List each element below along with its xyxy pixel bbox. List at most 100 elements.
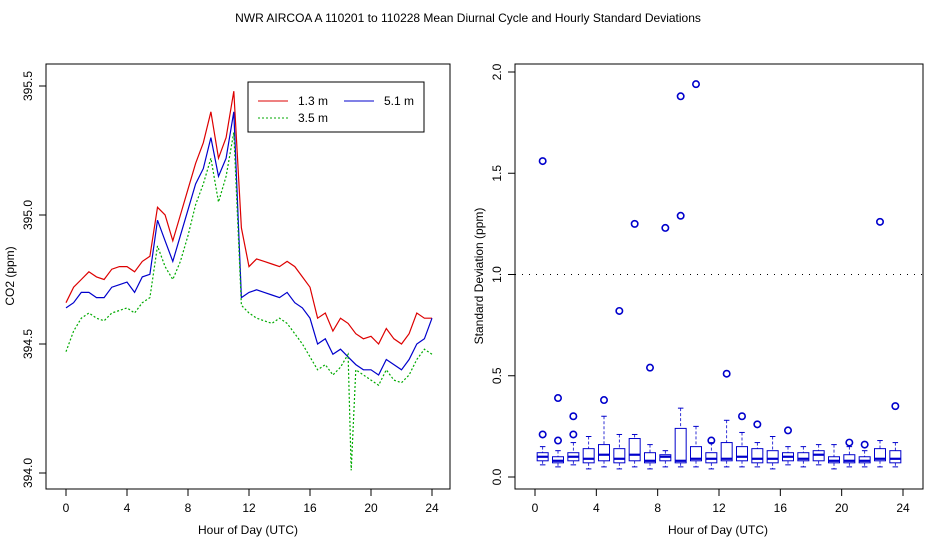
outlier-point	[538, 157, 547, 166]
right-y-tick-label: 0.5	[490, 367, 504, 384]
box-hour	[751, 442, 764, 468]
outlier-point	[860, 440, 869, 449]
left-series	[65, 91, 433, 471]
series-line-3-5-m	[65, 132, 433, 471]
box-body	[766, 450, 779, 464]
left-y-tick-label: 394.5	[21, 329, 35, 359]
left-plot-frame	[45, 63, 451, 490]
right-y-tick-label: 2.0	[490, 63, 504, 80]
box-body	[598, 444, 610, 462]
boxplots	[536, 407, 902, 470]
right-y-axis-label: Standard Deviation (ppm)	[472, 208, 486, 345]
left-x-tick-label: 12	[242, 501, 256, 515]
box-hour	[644, 444, 656, 470]
outlier-point	[783, 426, 792, 435]
left-y-axis-label: CO2 (ppm)	[3, 246, 17, 305]
left-x-axis-label: Hour of Day (UTC)	[198, 523, 298, 537]
box-hour	[843, 446, 856, 468]
box-body	[644, 452, 656, 464]
left-x-ticks: 0 4 8 12 16 20 24	[63, 489, 439, 515]
box-hour	[582, 436, 595, 470]
outliers	[538, 80, 900, 449]
legend-box	[247, 81, 425, 133]
left-x-tick-label: 16	[303, 501, 317, 515]
stddev-boxplot-panel: Hour of Day (UTC) Standard Deviation (pp…	[472, 63, 924, 537]
box-body	[751, 448, 764, 464]
box-hour	[705, 442, 718, 470]
figure-title: NWR AIRCOA A 110201 to 110228 Mean Diurn…	[235, 11, 701, 25]
left-x-tick-label: 8	[185, 501, 192, 515]
right-plot-frame	[514, 63, 924, 490]
outlier-point	[569, 412, 578, 421]
outlier-point	[645, 363, 654, 372]
legend: 1.3 m 5.1 m 3.5 m	[247, 81, 425, 133]
box-hour	[567, 442, 580, 466]
outlier-point	[569, 430, 578, 439]
right-y-tick-label: 0.0	[490, 468, 504, 485]
left-x-tick-label: 24	[425, 501, 439, 515]
outlier-point	[553, 436, 562, 445]
right-x-ticks: 0 4 8 12 16 20 24	[532, 489, 910, 515]
outlier-point	[875, 217, 884, 226]
series-line-5-1-m	[65, 111, 433, 376]
outlier-point	[722, 369, 731, 378]
outlier-point	[845, 438, 854, 447]
right-x-tick-label: 20	[835, 501, 849, 515]
box-hour	[828, 444, 840, 470]
box-body	[690, 446, 702, 462]
box-body	[720, 442, 733, 462]
box-hour	[613, 433, 626, 470]
outlier-point	[891, 402, 900, 411]
box-hour	[598, 415, 610, 468]
left-x-tick-label: 20	[364, 501, 378, 515]
right-y-tick-label: 1.5	[490, 165, 504, 182]
box-body	[613, 448, 626, 464]
outlier-point	[707, 436, 716, 445]
left-x-tick-label: 4	[124, 501, 131, 515]
box-body	[797, 452, 810, 462]
outlier-point	[737, 412, 746, 421]
left-y-tick-label: 395.0	[21, 200, 35, 230]
box-hour	[812, 444, 825, 466]
box-body	[736, 446, 748, 462]
right-x-tick-label: 16	[774, 501, 788, 515]
outlier-point	[630, 219, 639, 228]
legend-label-1-3m: 1.3 m	[298, 94, 328, 108]
box-hour	[889, 442, 902, 468]
box-body	[674, 427, 687, 464]
co2-diurnal-panel: Hour of Day (UTC) CO2 (ppm) 0 4 8 12 16 20 24 …	[3, 63, 451, 537]
outlier-point	[691, 80, 700, 89]
box-hour	[736, 431, 748, 468]
right-x-tick-label: 8	[654, 501, 661, 515]
box-hour	[858, 450, 871, 468]
left-y-tick-label: 395.5	[21, 71, 35, 101]
right-x-tick-label: 12	[712, 501, 726, 515]
right-x-tick-label: 24	[896, 501, 910, 515]
outlier-point	[661, 223, 670, 232]
box-hour	[674, 407, 687, 468]
legend-label-3-5m: 3.5 m	[298, 111, 328, 125]
box-hour	[628, 433, 641, 468]
left-x-tick-label: 0	[63, 501, 70, 515]
box-body	[889, 450, 902, 464]
outlier-point	[753, 420, 762, 429]
left-y-ticks: 394.0 394.5 395.0 395.5	[21, 71, 46, 488]
box-hour	[874, 440, 886, 468]
outlier-point	[538, 430, 547, 439]
box-body	[843, 454, 856, 464]
right-y-ticks: 0.0 0.5 1.0 1.5 2.0	[490, 63, 515, 485]
outlier-point	[676, 92, 685, 101]
legend-label-5-1m: 5.1 m	[384, 94, 414, 108]
box-body	[874, 448, 886, 462]
box-hour	[720, 419, 733, 468]
left-y-tick-label: 394.0	[21, 458, 35, 488]
box-hour	[536, 446, 549, 466]
box-hour	[552, 450, 564, 468]
box-hour	[766, 436, 779, 470]
outlier-point	[676, 211, 685, 220]
box-hour	[797, 446, 810, 468]
box-hour	[659, 450, 672, 468]
right-x-tick-label: 4	[593, 501, 600, 515]
